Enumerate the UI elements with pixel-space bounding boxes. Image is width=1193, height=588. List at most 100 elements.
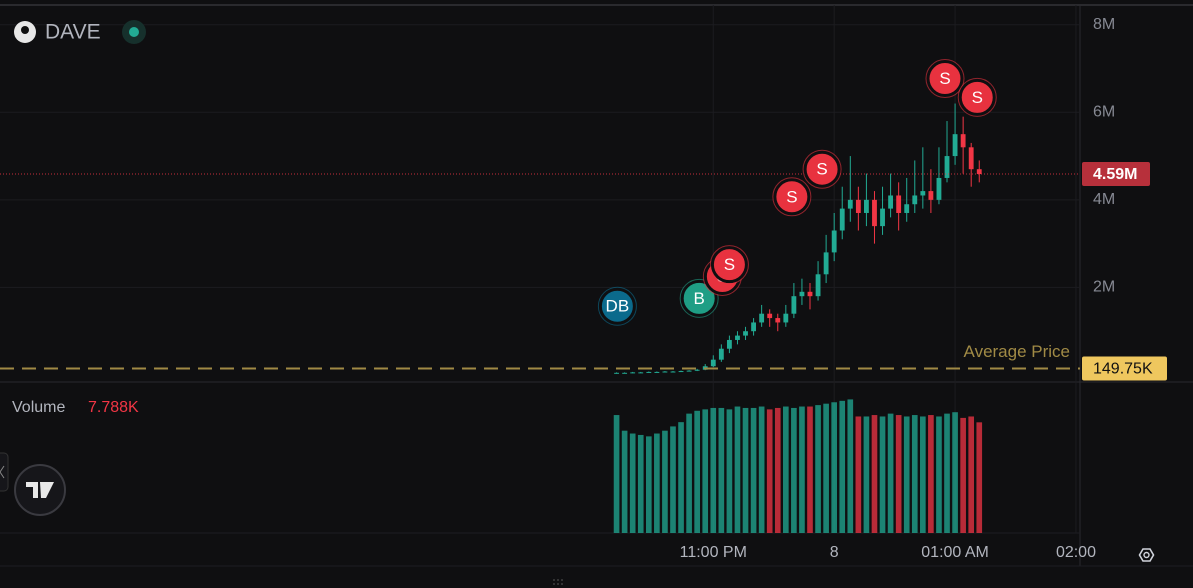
trade-marker-ring xyxy=(709,245,749,285)
trade-marker-ring xyxy=(772,177,812,217)
candle-body xyxy=(614,372,619,374)
candle-body xyxy=(928,191,934,200)
trade-marker[interactable] xyxy=(958,78,996,116)
volume-bar xyxy=(662,430,668,533)
x-tick-label: 01:00 AM xyxy=(921,544,989,561)
volume-bar xyxy=(694,410,700,533)
x-tick-label: 02:00 xyxy=(1056,544,1096,561)
volume-bar xyxy=(944,413,950,533)
candle-body xyxy=(952,134,958,157)
average-price-label: 149.75K xyxy=(1093,361,1153,378)
volume-bar xyxy=(871,415,878,533)
volume-bar xyxy=(783,406,789,533)
y-tick-label: 8M xyxy=(1093,16,1115,33)
candle-body xyxy=(864,199,869,213)
candle-body xyxy=(960,134,966,148)
candle-body xyxy=(678,371,684,373)
x-tick-label: 11:00 PM xyxy=(680,544,747,561)
volume-bar xyxy=(976,422,983,533)
logo[interactable] xyxy=(14,464,66,516)
candle-body xyxy=(847,199,853,209)
candle-body xyxy=(662,371,668,373)
average-price-title: Average Price xyxy=(964,342,1070,361)
volume-bar xyxy=(629,433,636,533)
volume-bar xyxy=(863,416,870,533)
candle-body xyxy=(799,291,805,297)
volume-bar xyxy=(766,409,773,533)
trade-marker-label: DB xyxy=(606,297,630,316)
volume-bar xyxy=(718,407,725,533)
candle-body xyxy=(654,371,660,373)
candle-body xyxy=(759,313,765,323)
volume-bar xyxy=(758,406,765,533)
candle-body xyxy=(686,370,692,372)
x-tick-label: 8 xyxy=(830,544,839,561)
candle-body xyxy=(638,372,644,374)
volume-bar xyxy=(968,416,975,533)
current-price-label: 4.59M xyxy=(1093,166,1137,183)
volume-bar xyxy=(645,436,652,533)
volume-bar xyxy=(839,400,846,533)
collapse-tab[interactable] xyxy=(0,452,9,492)
volume-bar xyxy=(750,407,757,533)
logo-mark xyxy=(26,482,54,498)
volume-bar xyxy=(823,403,829,533)
candle-body xyxy=(751,322,756,332)
volume-bar xyxy=(621,430,628,533)
candle-body xyxy=(710,359,716,367)
y-tick-label: 4M xyxy=(1093,191,1115,208)
candle-body xyxy=(630,372,636,374)
volume-bar xyxy=(734,406,741,533)
volume-bar xyxy=(960,417,966,533)
candle-body xyxy=(944,156,950,178)
trade-marker[interactable] xyxy=(803,150,841,188)
candle-body xyxy=(726,339,732,349)
volume-bar xyxy=(928,415,934,533)
candle-body xyxy=(839,208,845,231)
volume-bar xyxy=(847,399,854,533)
candle-body xyxy=(775,318,781,323)
volume-bar xyxy=(678,422,684,533)
volume-bar xyxy=(952,412,958,533)
candle-body xyxy=(823,252,829,275)
trade-marker-ring xyxy=(925,59,965,99)
trade-marker[interactable] xyxy=(926,60,964,98)
volume-bar xyxy=(791,407,797,533)
volume-bar xyxy=(774,407,781,533)
candle-body xyxy=(912,195,918,205)
y-tick-label: 6M xyxy=(1093,103,1115,120)
trade-marker-label: S xyxy=(724,255,735,274)
volume-bar xyxy=(903,416,910,533)
volume-bar xyxy=(742,407,749,533)
candle-body xyxy=(896,195,902,213)
volume-bar xyxy=(831,402,837,533)
volume-bar xyxy=(807,406,813,533)
volume-bar xyxy=(887,413,894,533)
candle-body xyxy=(767,313,773,319)
trade-marker[interactable] xyxy=(710,246,748,284)
volume-bar xyxy=(879,416,886,533)
trade-marker-label: B xyxy=(694,289,705,308)
settings-button[interactable] xyxy=(1138,548,1155,562)
collapse-arrow xyxy=(0,465,5,479)
average-price-box xyxy=(1082,356,1167,381)
current-price-box xyxy=(1082,162,1150,187)
resize-handle[interactable] xyxy=(553,579,565,585)
trade-marker[interactable] xyxy=(773,178,811,216)
volume-value: 7.788K xyxy=(88,399,139,416)
volume-bar xyxy=(911,415,918,533)
volume-bar xyxy=(710,407,717,533)
candle-body xyxy=(694,369,700,371)
candle-body xyxy=(807,291,813,297)
candle-body xyxy=(783,313,789,323)
trade-marker-label: S xyxy=(816,160,827,179)
trade-marker-label: S xyxy=(972,88,983,107)
candle-body xyxy=(735,335,740,340)
trade-marker[interactable] xyxy=(598,287,636,325)
trade-marker[interactable] xyxy=(680,279,718,317)
candle-body xyxy=(670,371,676,373)
trade-marker-label: S xyxy=(786,187,797,206)
trade-marker-ring xyxy=(802,149,842,189)
